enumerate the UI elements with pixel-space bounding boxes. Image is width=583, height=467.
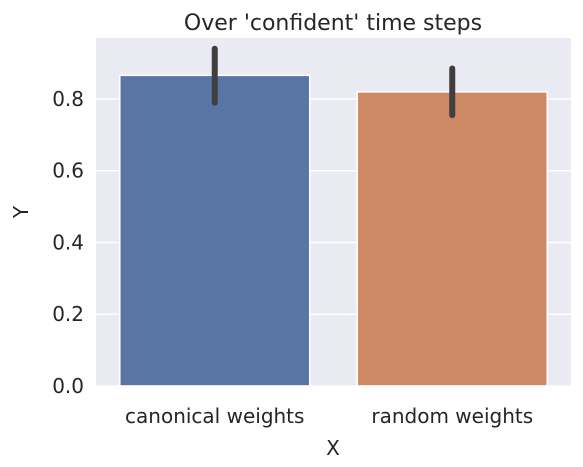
bar [356, 91, 549, 387]
y-tick-label: 0.2 [52, 302, 84, 326]
y-tick-label: 0.6 [52, 159, 84, 183]
y-tick-label: 0.4 [52, 230, 84, 254]
bars [118, 74, 549, 387]
x-tick-label: random weights [371, 404, 533, 428]
error-bars [211, 45, 456, 119]
y-tick-label: 0.0 [52, 374, 84, 398]
y-tick-labels: 0.0 0.2 0.4 0.6 0.8 [52, 87, 84, 398]
chart-title: Over 'confident' time steps [184, 11, 482, 36]
y-axis-label: Y [9, 205, 33, 219]
x-tick-labels: canonical weights random weights [125, 404, 533, 428]
x-tick-label: canonical weights [125, 404, 304, 428]
x-axis-label: X [326, 436, 340, 460]
y-tick-label: 0.8 [52, 87, 84, 111]
bar [118, 74, 311, 387]
